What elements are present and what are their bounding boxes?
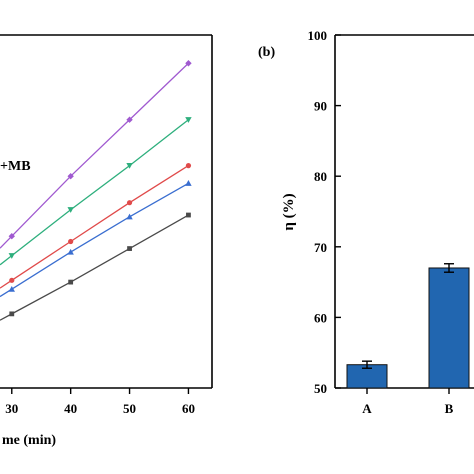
data-point [8, 253, 15, 259]
data-point [126, 213, 133, 220]
x-axis-title: me (min) [2, 433, 56, 448]
data-point [185, 60, 192, 67]
y-axis-ticks: 50 60 70 80 90 100 [308, 28, 341, 396]
line-chart-panel: 30 40 50 60 +MB me (min) [0, 34, 213, 448]
data-point [8, 285, 15, 292]
data-point [9, 277, 15, 283]
data-point [186, 212, 191, 218]
series-line [0, 182, 189, 298]
data-point [9, 311, 15, 317]
line-series-group [0, 60, 192, 321]
y-tick-label: 100 [308, 28, 328, 43]
bar-group [346, 263, 470, 389]
y-tick-label: 80 [314, 169, 327, 184]
data-point [126, 163, 133, 169]
panel-label-b: (b) [258, 45, 275, 60]
series-line [0, 165, 189, 289]
series-line [0, 62, 189, 249]
y-tick-label: 70 [314, 240, 327, 255]
x-category-label: A [362, 401, 372, 416]
y-tick-label: 60 [314, 310, 327, 325]
data-point [67, 173, 74, 180]
x-category-label: B [445, 401, 454, 416]
data-point [185, 117, 192, 123]
x-tick-label: 60 [182, 401, 195, 416]
data-point [126, 200, 133, 206]
data-point [8, 233, 15, 240]
series-line [0, 119, 189, 266]
y-axis-title: η (%) [281, 193, 297, 230]
x-axis-ticks: 30 40 50 60 [5, 388, 195, 416]
data-point [127, 246, 132, 251]
x-tick-label: 40 [64, 401, 77, 416]
data-point [67, 248, 74, 255]
series-line [0, 214, 189, 321]
data-point [185, 180, 192, 186]
data-point [126, 116, 133, 123]
data-point [68, 279, 74, 285]
y-tick-label: 90 [314, 99, 327, 114]
data-point [67, 207, 74, 213]
data-point [68, 238, 74, 245]
legend-text-fragment: +MB [0, 159, 31, 174]
x-tick-label: 30 [5, 401, 18, 416]
x-tick-label: 50 [123, 401, 136, 416]
y-tick-label: 50 [314, 381, 327, 396]
data-point [185, 163, 192, 169]
bar [428, 267, 470, 389]
